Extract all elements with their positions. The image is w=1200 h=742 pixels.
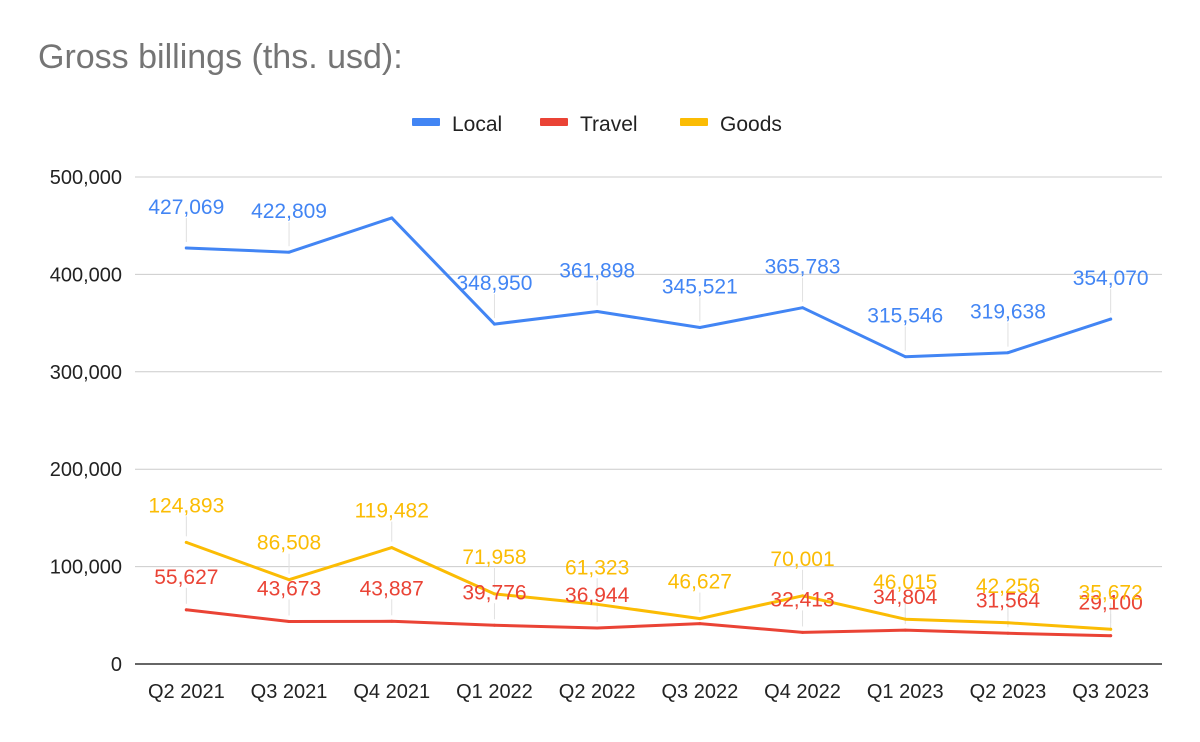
data-label-goods: 119,482 — [355, 500, 429, 523]
series-line-travel — [184, 608, 1113, 638]
data-point-goods — [492, 592, 496, 596]
y-tick-label: 0 — [111, 654, 122, 676]
data-label-travel: 29,100 — [1079, 592, 1143, 615]
data-point-goods — [801, 594, 805, 598]
data-point-travel — [801, 630, 805, 634]
data-point-goods — [287, 578, 291, 582]
legend-label-goods: Goods — [720, 113, 782, 136]
data-point-local — [801, 306, 805, 310]
data-point-local — [1006, 351, 1010, 355]
legend-swatch-goods — [680, 118, 708, 126]
x-tick-label: Q4 2022 — [764, 681, 841, 703]
data-point-local — [287, 250, 291, 254]
x-tick-label: Q3 2023 — [1072, 681, 1149, 703]
data-label-travel: 32,413 — [770, 588, 834, 611]
data-label-travel: 39,776 — [462, 581, 526, 604]
legend-label-travel: Travel — [580, 113, 638, 136]
data-point-goods — [903, 617, 907, 621]
x-tick-label: Q2 2022 — [559, 681, 636, 703]
series-line-goods — [184, 540, 1113, 631]
data-label-goods: 61,323 — [565, 556, 629, 579]
data-point-local — [390, 216, 394, 220]
data-label-goods: 70,001 — [770, 548, 834, 571]
data-point-local — [698, 325, 702, 329]
legend-swatch-local — [412, 118, 440, 126]
data-label-goods: 46,015 — [873, 571, 937, 594]
y-tick-label: 400,000 — [50, 264, 122, 286]
data-point-goods — [1006, 621, 1010, 625]
data-label-goods: 124,893 — [148, 494, 224, 517]
data-label-goods: 71,958 — [462, 546, 526, 569]
x-tick-label: Q1 2023 — [867, 681, 944, 703]
y-tick-label: 200,000 — [50, 459, 122, 481]
data-point-local — [903, 355, 907, 359]
data-label-local: 345,521 — [662, 275, 738, 298]
chart-title: Gross billings (ths. usd): — [38, 38, 403, 76]
series-line-local — [184, 216, 1113, 359]
data-label-travel: 36,944 — [565, 584, 630, 607]
data-label-local: 365,783 — [765, 256, 841, 279]
data-label-goods: 42,256 — [976, 575, 1040, 598]
data-label-goods: 86,508 — [257, 532, 321, 555]
data-point-travel — [390, 619, 394, 623]
data-label-travel: 43,887 — [360, 577, 424, 600]
data-label-local: 348,950 — [456, 272, 532, 295]
data-point-local — [595, 310, 599, 314]
data-point-travel — [1109, 634, 1113, 638]
x-tick-label: Q2 2023 — [970, 681, 1047, 703]
data-point-travel — [595, 626, 599, 630]
data-label-goods: 35,672 — [1079, 581, 1143, 604]
data-point-goods — [390, 546, 394, 550]
data-point-travel — [903, 628, 907, 632]
data-label-local: 354,070 — [1073, 267, 1149, 290]
data-label-local: 422,809 — [251, 200, 327, 223]
y-tick-label: 100,000 — [50, 557, 122, 579]
x-tick-label: Q3 2022 — [661, 681, 738, 703]
y-tick-label: 300,000 — [50, 362, 122, 384]
y-tick-label: 500,000 — [50, 167, 122, 189]
data-label-goods: 46,627 — [668, 571, 732, 594]
data-label-travel: 43,673 — [257, 577, 321, 600]
data-point-travel — [698, 622, 702, 626]
data-label-local: 427,069 — [148, 196, 224, 219]
data-point-travel — [184, 608, 188, 612]
data-point-travel — [1006, 631, 1010, 635]
x-tick-label: Q4 2021 — [353, 681, 430, 703]
data-label-travel: 31,564 — [976, 589, 1041, 612]
data-label-local: 361,898 — [559, 260, 635, 283]
data-point-local — [492, 322, 496, 326]
data-label-local: 315,546 — [867, 305, 943, 328]
x-tick-label: Q3 2021 — [251, 681, 328, 703]
x-tick-label: Q2 2021 — [148, 681, 225, 703]
data-point-travel — [287, 619, 291, 623]
data-point-local — [1109, 317, 1113, 321]
data-point-goods — [698, 617, 702, 621]
data-label-travel: 55,627 — [154, 566, 218, 589]
legend-swatch-travel — [540, 118, 568, 126]
legend-label-local: Local — [452, 113, 502, 136]
data-label-travel: 34,804 — [873, 586, 938, 609]
data-point-local — [184, 246, 188, 250]
data-point-goods — [1109, 627, 1113, 631]
data-point-travel — [492, 623, 496, 627]
x-tick-label: Q1 2022 — [456, 681, 533, 703]
data-point-goods — [595, 602, 599, 606]
data-label-local: 319,638 — [970, 301, 1046, 324]
data-point-goods — [184, 540, 188, 544]
